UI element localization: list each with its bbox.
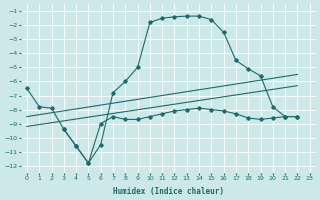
X-axis label: Humidex (Indice chaleur): Humidex (Indice chaleur) (113, 187, 224, 196)
